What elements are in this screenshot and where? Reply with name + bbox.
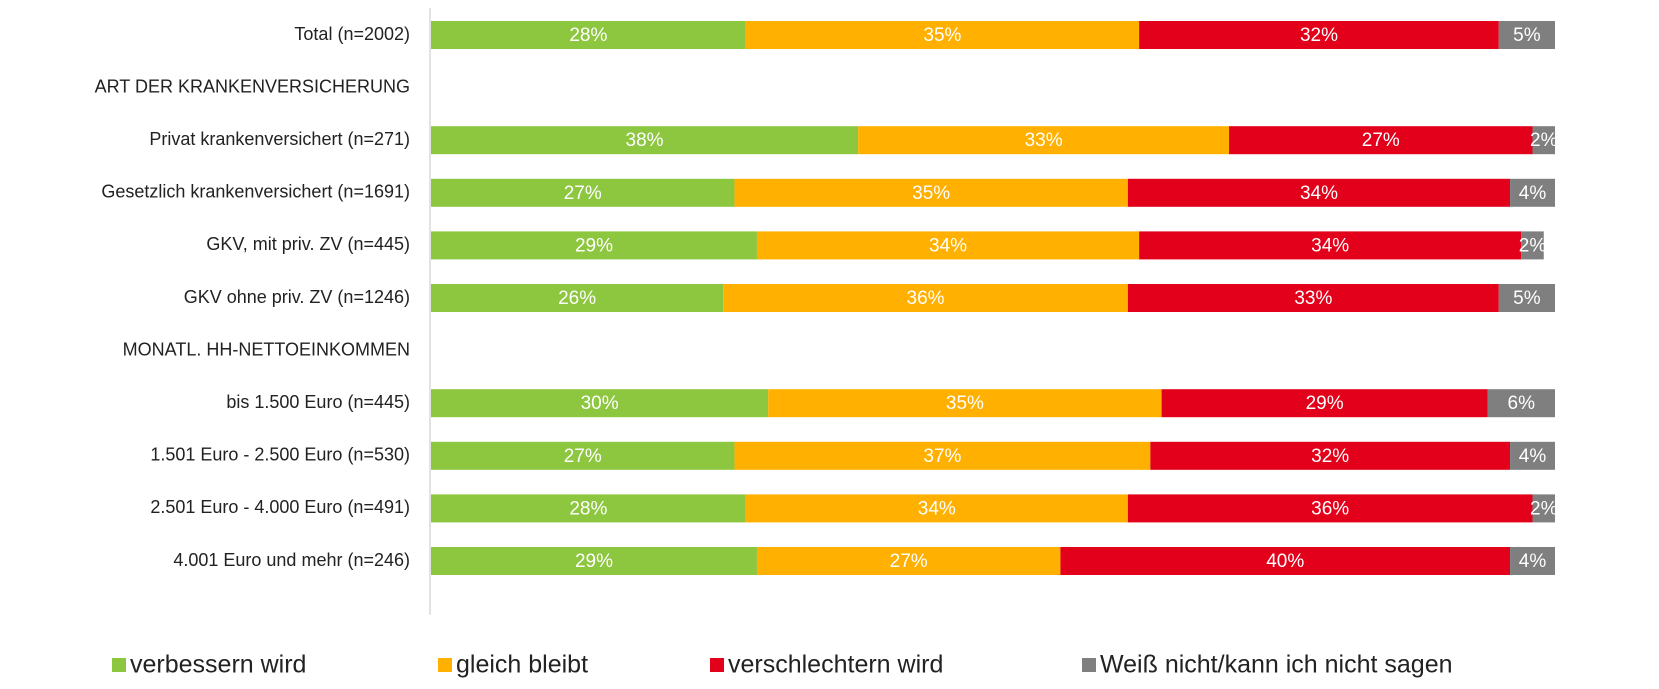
bar-segment [1487,389,1555,418]
bar-segment [756,547,1061,575]
bar-segment [431,178,735,207]
category-label: ART DER KRANKENVERSICHERUNG [95,76,410,96]
value-label: 38% [626,130,664,151]
bar-segment [1139,231,1522,260]
value-label: 6% [1508,393,1536,414]
value-label: 35% [946,393,984,414]
bar-segment [431,284,724,312]
value-label: 40% [1266,551,1304,572]
bar-segment [431,389,769,418]
value-label: 33% [1294,288,1332,309]
bar-segment [431,547,757,575]
value-label: 30% [581,393,619,414]
value-label: 32% [1311,446,1349,467]
bar-segment [431,231,757,260]
category-label: bis 1.500 Euro (n=445) [226,392,410,412]
value-label: 4% [1519,183,1547,204]
value-label: 34% [1311,235,1349,256]
category-label: GKV ohne priv. ZV (n=1246) [184,287,410,307]
category-label: 2.501 Euro - 4.000 Euro (n=491) [150,497,410,517]
value-label: 34% [929,235,967,256]
legend-swatch [112,658,126,672]
bar-segment [431,21,746,49]
bar-segment [723,284,1128,312]
value-label: 2% [1519,235,1547,256]
bar-segment [745,21,1140,49]
bar-segment [734,178,1128,207]
value-label: 34% [1300,183,1338,204]
bar-segment [768,389,1162,418]
bar-segment [1532,126,1555,155]
value-label: 5% [1513,25,1541,46]
bar-segment [1127,284,1499,312]
value-label: 34% [918,498,956,519]
bar-segment [734,441,1151,470]
bar-segment [1498,21,1555,49]
legend-label: verschlechtern wird [728,651,943,679]
value-label: 27% [564,446,602,467]
value-label: 36% [907,288,945,309]
value-label: 33% [1025,130,1063,151]
bar-segment [1521,231,1544,260]
value-label: 4% [1519,551,1547,572]
bar-segment [1510,547,1555,575]
value-label: 27% [564,183,602,204]
category-label: Privat krankenversichert (n=271) [149,129,410,149]
category-label: 4.001 Euro und mehr (n=246) [173,550,410,570]
value-label: 35% [923,25,961,46]
value-label: 2% [1530,130,1558,151]
value-label: 26% [558,288,596,309]
category-label: MONATL. HH-NETTOEINKOMMEN [123,339,410,359]
value-label: 4% [1519,446,1547,467]
bar-segment [1532,494,1555,523]
bar-segment [1510,178,1555,207]
category-label: 1.501 Euro - 2.500 Euro (n=530) [150,445,410,465]
value-label: 28% [569,25,607,46]
bar-segment [1150,441,1511,470]
value-label: 5% [1513,288,1541,309]
bar-segment [431,441,735,470]
value-label: 37% [923,446,961,467]
value-label: 27% [890,551,928,572]
bar-segment [431,494,746,523]
bar-segment [1139,21,1499,49]
bar-segment [1060,547,1511,575]
bar-segment [1498,284,1555,312]
value-label: 27% [1362,130,1400,151]
bar-segment [1510,441,1555,470]
legend-swatch [438,658,452,672]
value-label: 35% [912,183,950,204]
bar-segment [745,494,1128,523]
value-label: 29% [575,551,613,572]
bar-segment [431,126,859,155]
category-label: GKV, mit priv. ZV (n=445) [206,234,410,254]
bar-segment [1127,178,1511,207]
bar-segment [756,231,1140,260]
legend-label: verbessern wird [130,651,306,679]
bar-segment [858,126,1230,155]
category-label: Total (n=2002) [294,24,410,44]
bar-segment [1127,494,1533,523]
value-label: 32% [1300,25,1338,46]
legend-swatch [710,658,724,672]
value-label: 29% [575,235,613,256]
value-label: 28% [569,498,607,519]
bar-segment [1229,126,1533,155]
value-label: 29% [1306,393,1344,414]
legend-swatch [1082,658,1096,672]
legend-label: gleich bleibt [456,651,588,679]
category-label: Gesetzlich krankenversichert (n=1691) [101,182,410,202]
value-label: 36% [1311,498,1349,519]
bar-segment [1161,389,1488,418]
legend-label: Weiß nicht/kann ich nicht sagen [1100,651,1453,679]
value-label: 2% [1530,498,1558,519]
